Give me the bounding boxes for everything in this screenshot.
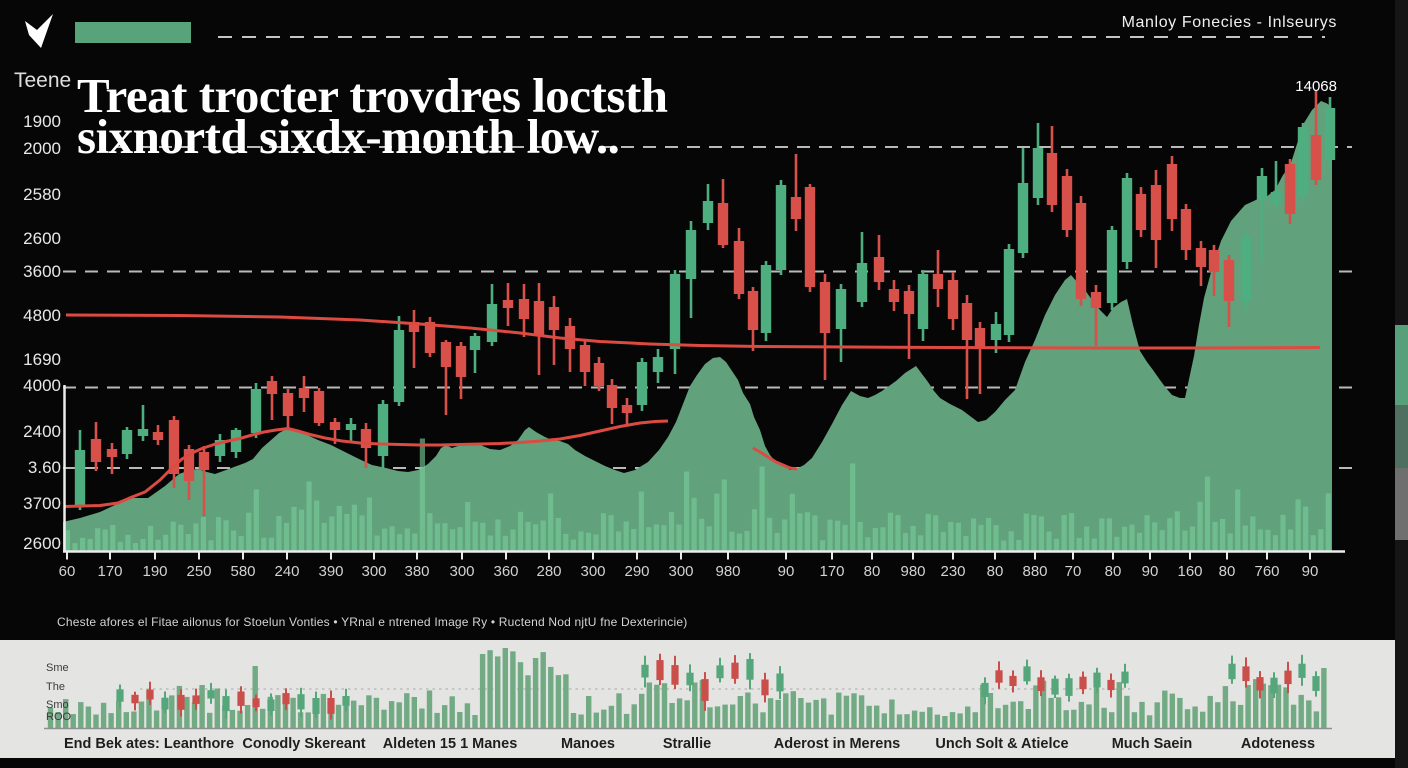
x-axis-tick-label: 290 [624,563,650,580]
brand-color-bar [75,22,191,43]
bottom-panel-category-label: End Bek ates: Leanthore [63,736,235,752]
y-axis-tick-label: 4000 [23,376,61,395]
headline-line2: sixnortd sixdx-month low.. [77,109,620,164]
y-axis-tick-label: 1690 [23,350,61,369]
x-axis-tick-label: 300 [580,563,606,580]
bottom-panel-category-label: Adoteness [1240,736,1316,752]
x-axis-tick-label: 300 [449,563,475,580]
x-axis-tick-label: 170 [819,563,845,580]
y-axis-tick-label: 3.60 [27,458,61,477]
mini-chart-axis-label: ROO [46,711,72,723]
bottom-panel: Sme The Smo ROO End Bek ates: Leanthore Cono… [0,640,1395,758]
headline: Treat trocter trovdres loctsth sixnortd … [77,68,668,164]
mini-chart-axis-label: Sme [46,662,69,674]
candlesticks [74,91,1336,516]
last-price-label: 14068 [1295,78,1337,95]
y-axis-tick-label: 2580 [23,185,61,204]
x-axis-tick-label: 280 [536,563,562,580]
x-axis-tick-label: 300 [361,563,387,580]
x-axis-tick-label: 240 [274,563,300,580]
price-area-fill [63,101,1332,552]
mini-volume-chart [44,648,1332,730]
x-axis-tick-label: 160 [1177,563,1203,580]
y-axis-title: Teene [14,69,72,92]
x-axis-tick-label: 60 [58,563,76,580]
x-axis-tick-label: 760 [1254,563,1280,580]
x-axis-tick-label: 880 [1022,563,1048,580]
x-axis-tick-label: 980 [715,563,741,580]
y-axis-tick-label: 1900 [23,112,61,131]
x-axis-tick-label: 390 [318,563,344,580]
x-axis-tick-label: 80 [986,563,1004,580]
y-axis-tick-label: 2000 [23,139,61,158]
x-axis-tick-label: 300 [668,563,694,580]
x-axis-tick-label: 380 [404,563,430,580]
strip-gray-block [1395,468,1408,540]
bottom-panel-category-label: Aderost in Merens [773,736,901,752]
bottom-panel-category-label: Strallie [662,736,712,752]
x-axis-tick-label: 190 [142,563,168,580]
x-axis-tick-label: 80 [863,563,881,580]
checkmark-logo-icon [25,14,53,48]
y-axis-tick-label: 2600 [23,534,61,553]
x-axis-tick-label: 980 [900,563,926,580]
y-axis-tick-label: 2600 [23,229,61,248]
x-axis-tick-label: 170 [97,563,123,580]
bottom-panel-category-label: Unch Solt & Atielce [935,736,1069,752]
x-axis-tick-label: 70 [1064,563,1082,580]
strip-green-block [1395,325,1408,405]
y-axis-tick-label: 3600 [23,262,61,281]
x-axis-tick-label: 90 [1141,563,1159,580]
axes [63,385,1345,560]
volume-bars [64,438,1331,552]
y-axis-tick-label: 3700 [23,494,61,513]
x-axis-tick-label: 250 [186,563,212,580]
mini-chart-axis-label: The [46,681,65,693]
headline-line1: Treat trocter trovdres loctsth [77,68,668,123]
mini-volume-bars [47,648,1327,728]
x-axis-tick-label: 90 [777,563,795,580]
x-axis-tick-label: 580 [230,563,256,580]
x-axis-tick-label: 90 [1301,563,1319,580]
mini-chart-axis-label: Smo [46,699,69,711]
mini-candles [116,653,1320,720]
header-title: Manloy Fonecies - Inlseurys [1121,14,1337,31]
chart-footnote: Cheste afores el Fitae ailonus for Stoel… [57,615,688,629]
bottom-panel-category-label: Much Saein [1111,736,1193,752]
x-axis-tick-label: 230 [940,563,966,580]
y-axis-tick-label: 4800 [23,306,61,325]
x-axis-tick-label: 80 [1218,563,1236,580]
x-axis-tick-label: 360 [493,563,519,580]
right-edge-strip [1395,0,1408,768]
bottom-panel-category-label: Manoes [561,736,615,752]
ma-line-lower-2 [752,446,798,471]
y-axis-tick-label: 2400 [23,422,61,441]
bottom-panel-category-label: Conodly Skereant [242,736,366,752]
ma-line-lower [63,419,669,508]
bottom-panel-category-label: Aldeten 15 1 Manes [382,736,518,752]
strip-teal-block [1395,405,1408,468]
ma-line-upper [65,313,1321,350]
x-axis-tick-label: 80 [1104,563,1122,580]
